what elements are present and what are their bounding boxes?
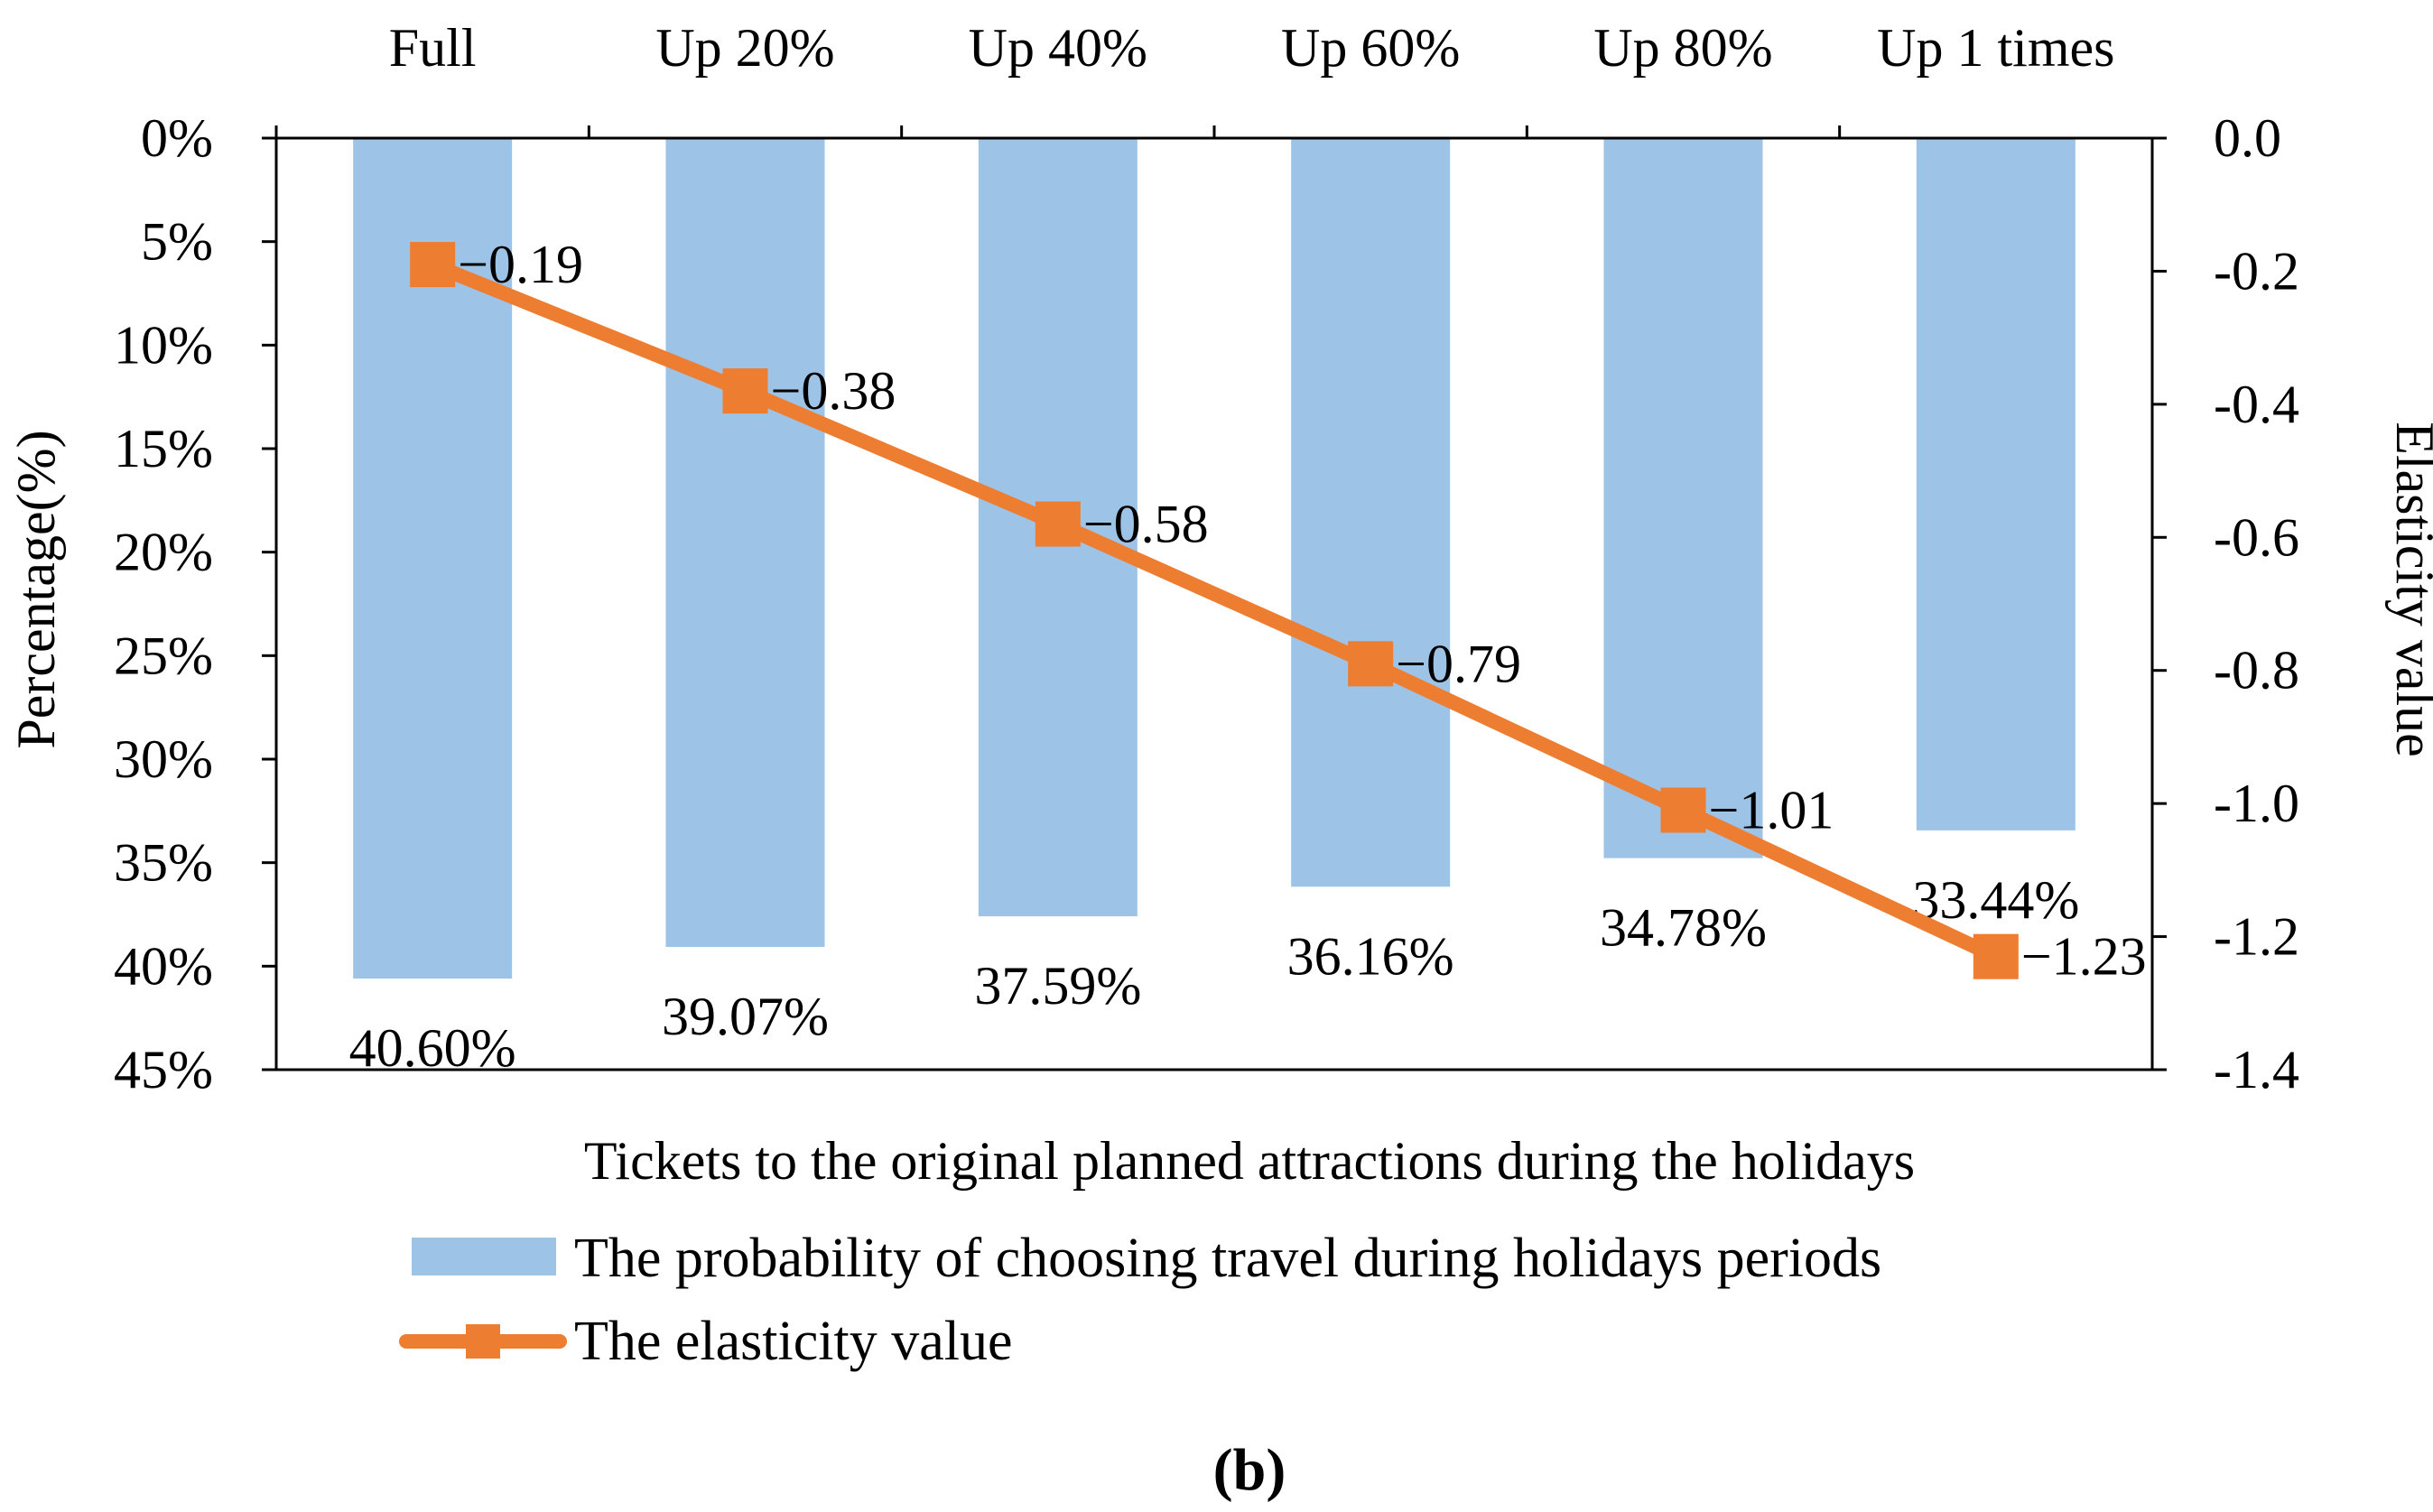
right-tick-label: 0.0	[2214, 108, 2281, 168]
left-axis-ticks: 0% 5% 10% 15% 20% 25% 30% 35% 40% 45%	[114, 108, 276, 1099]
right-tick-label: -1.2	[2214, 907, 2299, 967]
line-marker-5	[1660, 787, 1706, 833]
bar-5	[1603, 138, 1763, 858]
bar-4	[1291, 138, 1451, 887]
bar-data-label: 37.59%	[974, 956, 1141, 1016]
right-tick-label: -1.0	[2214, 774, 2299, 833]
line-data-label: −1.01	[1709, 781, 1834, 840]
bar-6	[1916, 138, 2075, 830]
category-labels: Full Up 20% Up 40% Up 60% Up 80% Up 1 times	[274, 18, 2114, 138]
bar-data-label: 36.16%	[1287, 926, 1454, 986]
category-label: Up 1 times	[1877, 18, 2114, 78]
left-tick-label: 45%	[114, 1040, 213, 1099]
bar-data-label: 40.60%	[349, 1018, 516, 1078]
right-tick-label: -0.2	[2214, 241, 2299, 301]
bar-data-label: 34.78%	[1600, 898, 1767, 958]
category-label: Up 40%	[969, 18, 1147, 78]
line-marker-2	[722, 368, 768, 414]
line-data-label: −1.23	[2021, 927, 2147, 987]
bar-data-label: 39.07%	[662, 987, 829, 1046]
legend-bar-swatch	[412, 1238, 556, 1275]
line-series: −0.19 −0.38 −0.58 −0.79 −1.01 −1.23	[410, 235, 2147, 987]
legend-bar-label: The probability of choosing travel durin…	[574, 1228, 1881, 1289]
right-tick-label: -1.4	[2214, 1040, 2299, 1099]
panel-label-letter: b	[1233, 1437, 1267, 1503]
bar-2	[665, 138, 825, 948]
right-axis-ticks: 0.0 -0.2 -0.4 -0.6 -0.8 -1.0 -1.2 -1.4	[2152, 108, 2299, 1099]
y-right-axis-title: Elasticity value	[2385, 422, 2433, 757]
left-tick-label: 10%	[114, 315, 213, 375]
line-data-label: −0.58	[1083, 495, 1209, 554]
legend: The probability of choosing travel durin…	[399, 1228, 1881, 1372]
bar-data-labels: 40.60% 39.07% 37.59% 36.16% 34.78% 33.44%	[349, 870, 2080, 1078]
bar-data-label: 33.44%	[1912, 870, 2079, 930]
legend-line-marker	[466, 1324, 500, 1359]
panel-label: (b)	[1213, 1437, 1286, 1503]
right-tick-label: -0.8	[2214, 641, 2299, 700]
y-left-axis-title: Percentage(%)	[6, 430, 66, 748]
line-data-label: −0.79	[1396, 634, 1521, 693]
left-tick-label: 30%	[114, 729, 213, 789]
category-label: Up 20%	[655, 18, 834, 78]
left-tick-label: 40%	[114, 936, 213, 996]
left-tick-label: 25%	[114, 626, 213, 685]
left-tick-label: 20%	[114, 523, 213, 582]
line-marker-4	[1348, 641, 1394, 687]
line-data-label: −0.19	[458, 235, 583, 294]
elasticity-line	[425, 257, 2003, 964]
left-tick-label: 0%	[141, 108, 213, 168]
right-tick-label: -0.4	[2214, 375, 2299, 434]
bar-series	[353, 138, 2075, 979]
category-label: Up 60%	[1281, 18, 1460, 78]
line-data-label: −0.38	[771, 361, 896, 421]
category-label: Up 80%	[1593, 18, 1772, 78]
line-marker-1	[410, 242, 456, 288]
left-tick-label: 35%	[114, 833, 213, 893]
legend-line-label: The elasticity value	[574, 1311, 1012, 1372]
left-tick-label: 15%	[114, 419, 213, 478]
right-tick-label: -0.6	[2214, 507, 2299, 567]
x-axis-title: Tickets to the original planned attracti…	[584, 1131, 1915, 1191]
category-label: Full	[389, 18, 477, 78]
line-marker-3	[1035, 501, 1081, 547]
line-marker-6	[1973, 933, 2019, 979]
left-tick-label: 5%	[141, 212, 213, 272]
